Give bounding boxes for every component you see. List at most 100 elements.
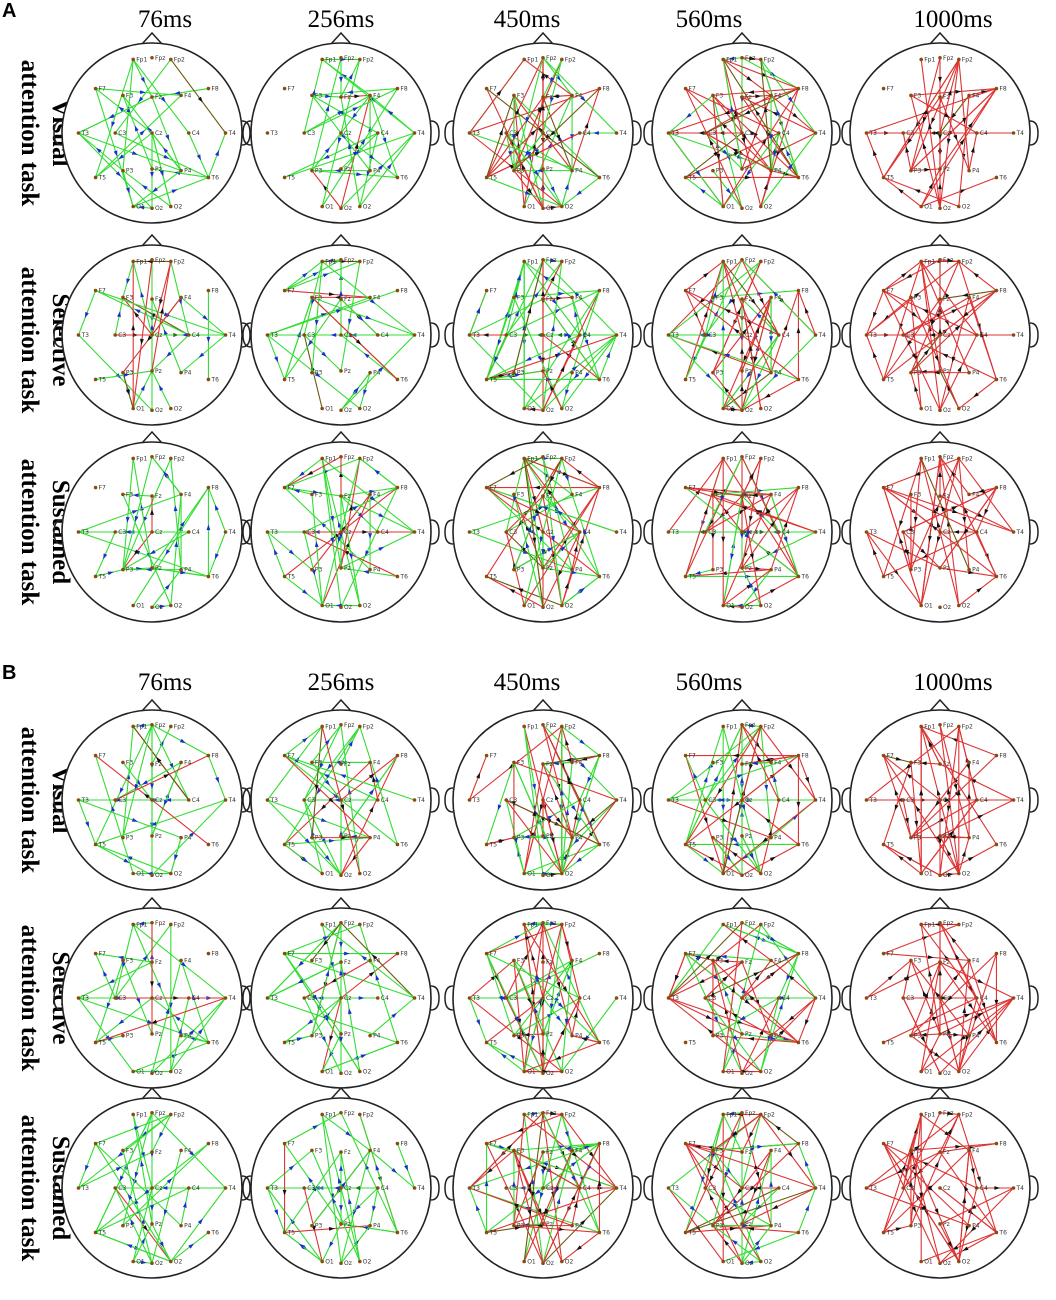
electrode-label: Fp1 [136, 56, 147, 63]
time-label: 256ms [307, 669, 375, 696]
electrode-label: O2 [962, 603, 971, 610]
connection-edge [741, 298, 780, 336]
electrode-dot [339, 1150, 343, 1154]
electrode-dot [938, 369, 942, 373]
electrode-dot [541, 834, 545, 838]
connection-edge [668, 132, 799, 178]
electrode-label: Fz [745, 296, 752, 303]
electrode-dot [93, 1141, 98, 1146]
connection-edge [685, 486, 772, 495]
electrode-dot [957, 456, 961, 461]
connection-edge [95, 755, 134, 874]
connection-edge [866, 531, 922, 606]
direction-arrow [567, 780, 574, 785]
direction-arrow [564, 475, 569, 482]
connection-edge [958, 953, 997, 1072]
direction-arrow [938, 76, 942, 83]
direction-arrow [584, 339, 589, 346]
electrode-dot [512, 1033, 516, 1038]
electrode-label: T4 [619, 797, 628, 804]
electrode-label: Fp2 [174, 723, 185, 730]
electrode-dot [358, 871, 362, 876]
electrode-label: Fp1 [325, 258, 336, 265]
electrode-label: Pz [546, 1031, 553, 1038]
electrode-dot [522, 1259, 526, 1264]
direction-arrow [733, 753, 739, 758]
connection-edge [523, 458, 544, 533]
electrode-dot [541, 1032, 545, 1036]
connection-edge [284, 755, 371, 839]
direction-arrow [579, 587, 586, 593]
connection-edge [523, 1112, 544, 1262]
electrode-dot [740, 131, 744, 135]
connection-edge [968, 297, 997, 380]
electrode-dot [711, 370, 715, 375]
direction-arrow [311, 298, 315, 306]
electrode-dot [368, 567, 372, 572]
direction-arrow [731, 1131, 738, 1137]
electrode-label: F3 [315, 1147, 322, 1154]
electrode-dot [759, 57, 763, 62]
electrode-dot [721, 1112, 725, 1117]
electrode-dot [796, 951, 801, 956]
connection-edge [122, 726, 134, 838]
direction-arrow [570, 805, 576, 811]
electrode-label: F7 [887, 86, 894, 93]
direction-arrow [125, 516, 130, 523]
direction-arrow [773, 776, 777, 783]
direction-arrow [713, 775, 718, 782]
electrode-label: Fz [943, 493, 950, 500]
direction-arrow [947, 849, 952, 856]
electrode-label: F3 [126, 1147, 133, 1154]
electrode-dot [339, 454, 343, 459]
connection-edge [712, 87, 799, 96]
electrode-dot [358, 922, 362, 927]
direction-arrow [174, 1016, 181, 1022]
connection-edge [902, 334, 997, 380]
connection-edge [340, 755, 398, 801]
direction-arrow [757, 755, 762, 762]
electrode-dot [282, 288, 287, 293]
connection-edge [920, 88, 997, 207]
direction-arrow [543, 73, 549, 79]
electrode-label: F7 [887, 951, 894, 958]
direction-arrow [337, 1177, 342, 1184]
electrode-dot [93, 842, 98, 847]
electrode-label: Pz [745, 565, 752, 572]
direction-arrow [508, 164, 515, 170]
ear-left [53, 519, 63, 545]
electrode-dot [703, 1186, 708, 1190]
direction-arrow [325, 105, 330, 112]
electrode-dot [909, 1148, 913, 1153]
electrode-label: F8 [400, 753, 407, 760]
electrode-label: Fpz [943, 1110, 953, 1117]
direction-arrow [214, 553, 219, 560]
direction-arrow [951, 356, 956, 363]
electrode-label: Cz [344, 130, 351, 137]
direction-arrow [895, 1227, 902, 1232]
electrode-dot [169, 204, 173, 209]
connection-edge [267, 334, 361, 409]
electrode-label: P4 [774, 835, 782, 842]
electrode-dot [957, 603, 961, 608]
direction-arrow [147, 126, 153, 133]
connection-edge [542, 997, 581, 1074]
direction-arrow [576, 469, 582, 475]
electrode-dot [206, 1040, 211, 1045]
electrode-dot [703, 131, 708, 135]
electrode-dot [759, 922, 763, 927]
connection-edge [883, 755, 960, 874]
direction-arrow [693, 772, 698, 779]
connection-edge [920, 1231, 997, 1263]
direction-arrow [740, 777, 744, 783]
electrode-dot [113, 798, 118, 802]
electrode-label: P3 [716, 1033, 724, 1040]
direction-arrow [739, 1015, 746, 1021]
electrode-dot [320, 922, 324, 927]
electrode-dot [339, 798, 343, 802]
electrode-label: T5 [287, 174, 296, 181]
electrode-label: Fp2 [565, 258, 576, 265]
electrode-dot [881, 574, 886, 579]
